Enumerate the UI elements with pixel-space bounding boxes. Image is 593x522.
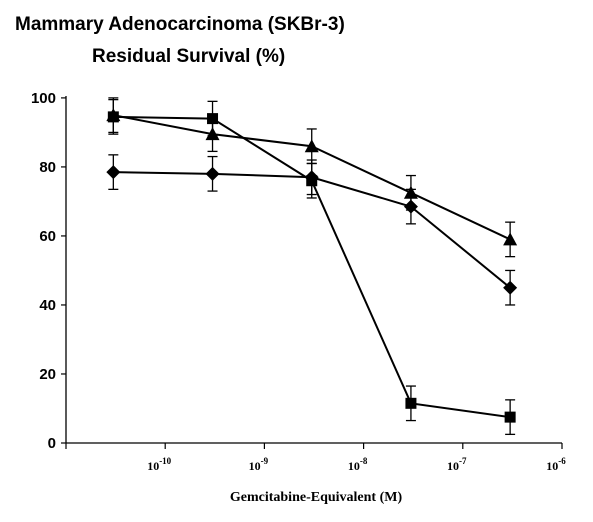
data-point-square	[405, 397, 417, 409]
x-tick-label: 10-6	[546, 456, 566, 473]
data-point-triangle	[205, 127, 220, 141]
data-point-triangle	[304, 139, 319, 153]
x-tick-exponent: -7	[459, 456, 467, 466]
series-triangle	[106, 97, 518, 258]
x-tick-exponent: -6	[558, 456, 566, 466]
data-point-square	[504, 411, 516, 423]
x-tick-exponent: -9	[261, 456, 269, 466]
y-tick-label: 60	[39, 228, 56, 245]
x-axis-ticks: 10-10 10-9 10-8 10-7 10-6	[65, 443, 566, 473]
x-tick-base: 10	[546, 459, 558, 473]
x-tick-exponent: -10	[159, 456, 171, 466]
x-tick-base: 10	[249, 459, 261, 473]
data-point-triangle	[403, 185, 418, 199]
series-group	[106, 97, 518, 436]
x-tick-exponent: -8	[360, 456, 368, 466]
x-tick-base: 10	[348, 459, 360, 473]
data-point-diamond	[106, 165, 121, 180]
y-tick-label: 40	[39, 297, 56, 314]
chart-subtitle: Residual Survival (%)	[92, 46, 286, 67]
x-tick-label: 10-9	[249, 456, 269, 473]
y-tick-label: 0	[48, 435, 56, 452]
x-axis-label: Gemcitabine-Equivalent (M)	[230, 490, 403, 505]
x-tick-base: 10	[447, 459, 459, 473]
data-point-triangle	[106, 108, 121, 122]
x-tick-label: 10-8	[348, 456, 368, 473]
x-tick-label: 10-10	[147, 456, 171, 473]
x-tick-base: 10	[147, 459, 159, 473]
y-tick-label: 20	[39, 366, 56, 383]
data-point-triangle	[503, 232, 518, 246]
data-point-diamond	[503, 280, 518, 295]
chart-title: Mammary Adenocarcinoma (SKBr-3)	[15, 14, 345, 35]
y-axis-ticks: 0 20 40 60 80 100	[31, 90, 66, 452]
x-tick-label: 10-7	[447, 456, 467, 473]
data-point-diamond	[205, 166, 220, 181]
axes	[65, 96, 562, 444]
data-point-square	[306, 175, 318, 187]
y-tick-label: 100	[31, 90, 56, 107]
y-tick-label: 80	[39, 159, 56, 176]
